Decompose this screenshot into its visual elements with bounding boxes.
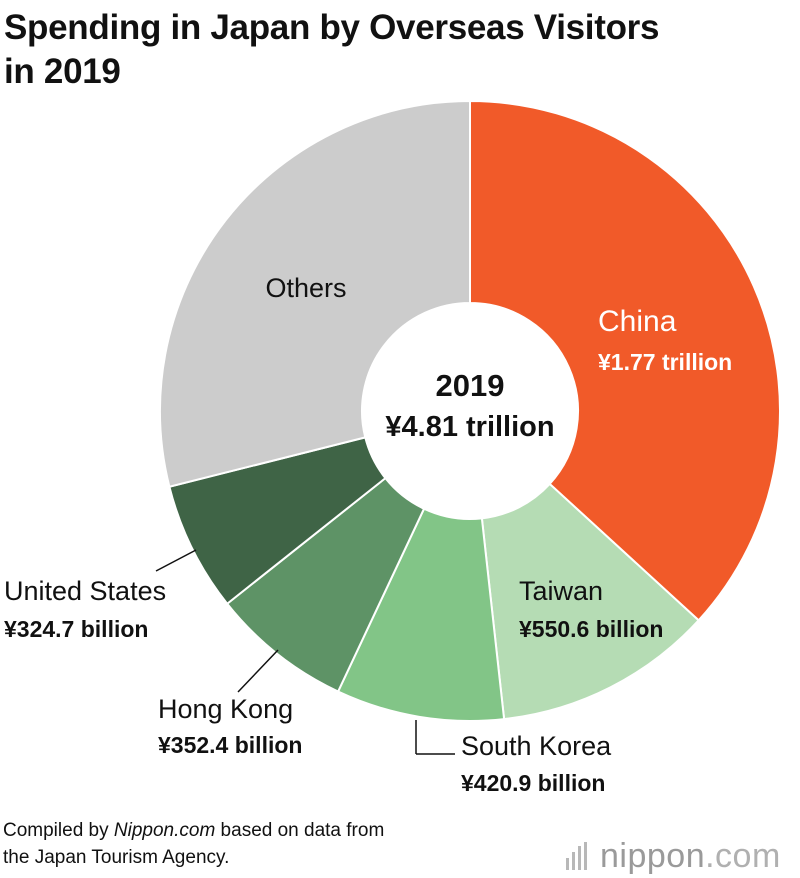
label-others-name: Others: [265, 273, 346, 303]
label-hong-kong-value: ¥352.4 billion: [158, 732, 302, 758]
nippon-logo: nippon.com: [566, 836, 781, 876]
label-united-states-value: ¥324.7 billion: [4, 616, 148, 642]
center-label: 2019 ¥4.81 trillion: [385, 368, 554, 443]
slice-labels: China ¥1.77 trillion Taiwan ¥550.6 billion S…: [4, 273, 732, 796]
slice-south-korea: [336, 507, 506, 722]
label-hong-kong-name: Hong Kong: [158, 694, 293, 724]
center-total-label: ¥4.81 trillion: [385, 411, 554, 443]
label-china-name: China: [598, 305, 677, 338]
source-prefix: Compiled by: [3, 820, 114, 841]
logo-wordmark: nippon: [600, 836, 706, 875]
source-note: Compiled by Nippon.com based on data fro…: [3, 817, 384, 871]
center-year-label: 2019: [436, 368, 505, 403]
label-south-korea-name: South Korea: [461, 731, 612, 761]
label-china-value: ¥1.77 trillion: [598, 349, 732, 375]
source-suffix: based on data from: [215, 820, 385, 841]
label-south-korea-value: ¥420.9 billion: [461, 770, 605, 796]
chart-title-line-2: in 2019: [4, 52, 121, 91]
leader-line-united-states: [155, 549, 197, 572]
label-taiwan-value: ¥550.6 billion: [519, 616, 663, 642]
source-line-2: the Japan Tourism Agency.: [3, 847, 230, 868]
donut-slices: [159, 99, 781, 722]
slice-china: [469, 99, 781, 622]
leader-line-hong-kong: [237, 649, 279, 693]
label-united-states-name: United States: [4, 576, 166, 606]
logo-tld: .com: [705, 836, 781, 875]
label-taiwan-name: Taiwan: [519, 576, 603, 606]
slice-taiwan: [480, 482, 701, 721]
leader-line-south-korea: [415, 720, 455, 755]
chart-title: Spending in Japan by Overseas Visitors i…: [4, 6, 794, 94]
slice-others: [159, 99, 471, 488]
source-publisher: Nippon.com: [113, 820, 216, 841]
chart-title-line-1: Spending in Japan by Overseas Visitors: [4, 8, 660, 47]
source-line-1: Compiled by Nippon.com based on data fro…: [3, 817, 384, 844]
logo-bars-icon: [566, 842, 590, 870]
leader-lines: [155, 549, 455, 755]
